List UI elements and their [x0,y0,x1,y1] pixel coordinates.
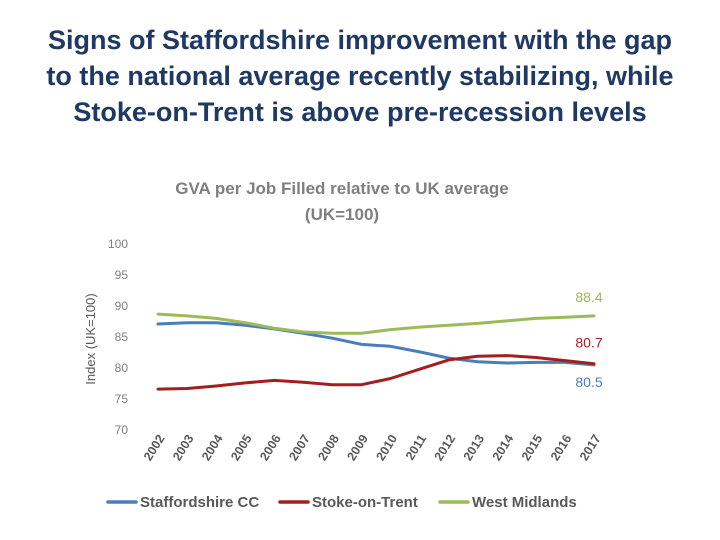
series-end-label: 80.7 [575,335,602,351]
series-line [156,354,596,391]
slide-title-line: Signs of Staffordshire improvement with … [47,25,673,55]
x-tick-label: 2008 [315,432,342,463]
slide-title-line: Stoke-on-Trent is above pre-recession le… [73,97,647,127]
x-tick-label: 2003 [170,432,197,463]
y-tick-label: 90 [115,299,129,313]
x-axis: 2002 2003 2004 2005 2006 2007 2008 2009 2010 2011… [141,432,604,463]
x-tick-label: 2005 [228,432,255,463]
end-labels: 88.4 80.7 80.5 [575,289,602,390]
series-line [156,312,596,335]
x-tick-label: 2017 [577,432,604,463]
y-tick-label: 95 [115,268,129,282]
y-axis-title: Index (UK=100) [83,293,98,384]
x-tick-label: 2004 [199,432,226,463]
x-tick-label: 2007 [286,432,313,463]
x-tick-label: 2013 [461,432,488,463]
legend-label: West Midlands [472,494,577,511]
x-tick-label: 2011 [403,432,429,462]
x-tick-label: 2016 [548,432,575,463]
slide-title: Signs of Staffordshire improvement with … [0,22,720,130]
x-tick-label: 2010 [373,432,400,463]
y-tick-label: 75 [115,392,129,406]
x-tick-label: 2002 [141,432,168,463]
legend-label: Stoke-on-Trent [312,494,418,511]
y-tick-label: 80 [115,361,129,375]
x-tick-label: 2012 [432,432,459,463]
series-end-label: 80.5 [575,374,602,390]
slide-title-line: to the national average recently stabili… [46,61,674,91]
y-tick-label: 70 [115,423,129,437]
x-tick-label: 2015 [519,432,546,463]
legend-label: Staffordshire CC [140,494,259,511]
y-tick-label: 100 [108,237,128,251]
y-axis: 70 75 80 85 90 95 100 [108,237,128,437]
legend: Staffordshire CC Stoke-on-Trent West Midla… [106,494,577,511]
series-line [156,321,596,367]
series-end-label: 88.4 [575,289,602,305]
chart-title-line: GVA per Job Filled relative to UK averag… [175,179,509,198]
x-tick-label: 2009 [344,432,371,463]
x-tick-label: 2006 [257,432,284,463]
x-tick-label: 2014 [490,432,517,463]
y-tick-label: 85 [115,330,129,344]
plot-area [156,312,596,391]
chart-title-line: (UK=100) [305,205,379,224]
